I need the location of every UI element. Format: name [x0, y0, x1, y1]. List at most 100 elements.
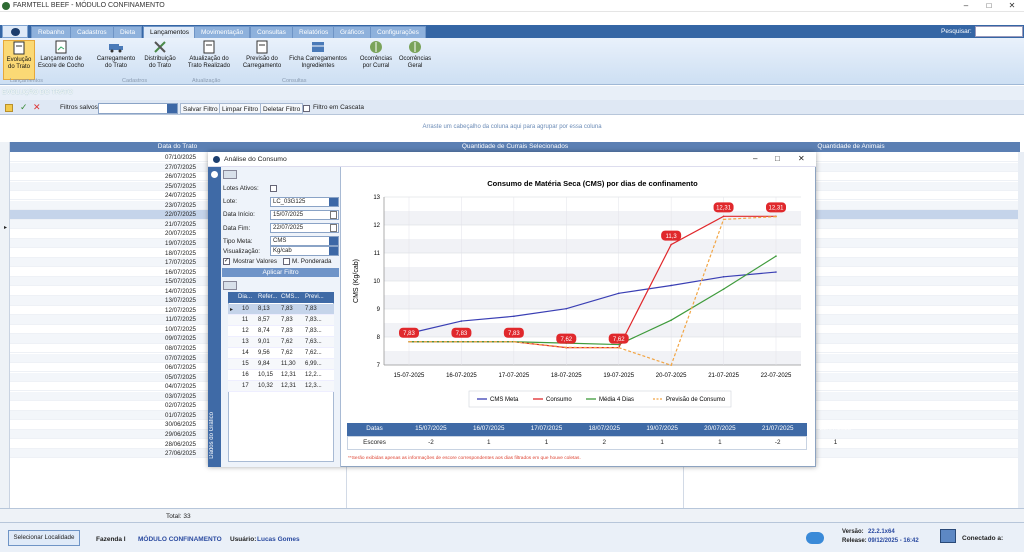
lotes-ativos-checkbox[interactable] [270, 185, 277, 192]
ocorrencias-curral-button[interactable]: Ocorrências por Curral [357, 40, 395, 80]
column-header-data[interactable]: Data do Trato [157, 143, 198, 150]
lancamento-escore-button[interactable]: Lançamento de Escore de Cocho [36, 40, 86, 80]
visualizacao-select[interactable]: Kg/cab [270, 246, 339, 256]
maximize-button[interactable]: □ [986, 1, 992, 10]
table-cell: 25/07/2025 [165, 182, 196, 190]
close-button[interactable]: ✕ [798, 154, 805, 163]
table-cell: 17/07/2025 [165, 259, 196, 267]
mini-grid-header: Dia... Refer... CMS... Previ... [228, 292, 334, 303]
mini-grid-row[interactable]: 17 10,32 12,31 12,3... [228, 381, 334, 392]
app-menu-button[interactable] [2, 25, 28, 38]
data-inicio-field[interactable]: 15/07/2025 [270, 210, 339, 220]
tab-movimentacao[interactable]: Movimentação [194, 26, 251, 38]
select-location-button[interactable]: Selecionar Localidade [8, 530, 80, 546]
tab-rebanho[interactable]: Rebanho [31, 26, 72, 38]
saved-filters-dropdown[interactable] [98, 103, 178, 114]
ribbon-label: Ficha Carregamentos [289, 56, 347, 62]
pin-panel-icon[interactable] [223, 281, 237, 290]
evolucao-trato-button[interactable]: Evolução do Trato [3, 40, 35, 80]
ocorrencias-geral-button[interactable]: Ocorrências Geral [397, 40, 433, 80]
ribbon-label: Lançamento de [40, 56, 82, 62]
mini-grid-cell: 8,74 [258, 328, 270, 334]
group-drop-area[interactable]: Arraste um cabeçalho da coluna aqui para… [0, 115, 1024, 141]
table-cell: 07/07/2025 [165, 354, 196, 362]
mini-grid-row[interactable]: 14 9,56 7,62 7,62... [228, 348, 334, 359]
mini-grid-cell: 7,83... [305, 317, 322, 323]
score-value-cell: 1 [544, 439, 549, 446]
mini-grid-row[interactable]: 15 9,84 11,30 6,99... [228, 359, 334, 370]
minimize-button[interactable]: – [753, 154, 758, 163]
carregamento-trato-button[interactable]: Carregamento do Trato [94, 40, 138, 80]
apply-filter-button[interactable]: Aplicar Filtro [222, 268, 339, 277]
tab-dieta[interactable]: Dieta [113, 26, 143, 38]
mini-grid-row[interactable]: 10 8,13 7,83 7,83 ▸ [228, 304, 334, 315]
cascade-filter-checkbox[interactable] [303, 105, 310, 112]
ribbon-group-label: Consultas [282, 78, 307, 84]
lote-select[interactable]: LC_03G125 [270, 197, 339, 207]
pin-panel-icon[interactable] [223, 170, 237, 179]
mostrar-valores-checkbox[interactable]: ✓ [223, 258, 230, 265]
mini-grid-row[interactable]: 12 8,74 7,83 7,83... [228, 326, 334, 337]
x-tick-label: 16-07-2025 [446, 373, 477, 379]
m-ponderada-checkbox[interactable] [283, 258, 290, 265]
network-computer-icon [940, 529, 956, 543]
clear-filter-button[interactable]: Limpar Filtro [219, 103, 262, 114]
data-inicio-label: Data Início: [223, 211, 255, 218]
legend-label[interactable]: CMS Meta [490, 397, 519, 403]
table-cell: 09/07/2025 [165, 335, 196, 343]
close-button[interactable]: ✕ [1008, 1, 1016, 10]
data-point [408, 340, 410, 343]
tipo-meta-select[interactable]: CMS [270, 236, 339, 246]
column-header-currais[interactable]: Quantidade de Currais Selecionados [461, 143, 569, 150]
y-tick-label: 9 [377, 307, 381, 313]
search-input[interactable] [975, 26, 1023, 37]
mini-col-header[interactable]: Refer... [258, 294, 278, 300]
legend-label[interactable]: Previsão de Consumo [666, 397, 726, 403]
minimize-button[interactable]: – [963, 1, 969, 10]
mini-grid-row[interactable]: 13 9,01 7,62 7,63... [228, 337, 334, 348]
table-cell: 21/07/2025 [165, 220, 196, 228]
tab-consultas[interactable]: Consultas [250, 26, 293, 38]
grid-band [384, 225, 801, 239]
tab-configuracoes[interactable]: Configurações [370, 26, 426, 38]
mini-col-header[interactable]: CMS... [281, 294, 300, 300]
tab-graficos[interactable]: Gráficos [333, 26, 372, 38]
calendar-icon[interactable] [330, 224, 337, 232]
chart-data-sidebar[interactable]: Dados do Gráfico [208, 167, 221, 467]
grid-scrollbar[interactable] [1018, 152, 1024, 508]
distribuicao-trato-button[interactable]: Distribuição do Trato [140, 40, 180, 80]
mini-grid-row[interactable]: 11 8,57 7,83 7,83... [228, 315, 334, 326]
score-table-body [347, 436, 807, 450]
atualizacao-trato-button[interactable]: Atualização do Trato Realizado [184, 40, 234, 80]
data-fim-field[interactable]: 22/07/2025 [270, 223, 339, 233]
save-filter-button[interactable]: Salvar Filtro [180, 103, 221, 114]
legend-label[interactable]: Consumo [546, 397, 572, 403]
maximize-button[interactable]: □ [775, 154, 780, 163]
mini-grid-row[interactable]: 16 10,15 12,31 12,2... [228, 370, 334, 381]
tab-relatorios[interactable]: Relatórios [292, 26, 336, 38]
data-point [513, 340, 515, 343]
x-tick-label: 22-07-2025 [761, 373, 792, 379]
mini-col-header[interactable]: Previ... [305, 294, 324, 300]
ficha-carregamentos-button[interactable]: Ficha Carregamentos Ingredientes [286, 40, 350, 80]
check-icon[interactable]: ✓ [20, 102, 28, 112]
delete-icon[interactable]: ✕ [33, 102, 41, 112]
grid-band [384, 281, 801, 295]
delete-filter-button[interactable]: Deletar Filtro [260, 103, 304, 114]
column-header-animais[interactable]: Quantidade de Animais [817, 143, 885, 150]
pin-icon[interactable] [211, 171, 218, 178]
tab-cadastros[interactable]: Cadastros [70, 26, 114, 38]
data-label: 12,31 [768, 206, 784, 212]
tab-lancamentos[interactable]: Lançamentos [143, 26, 197, 38]
data-point [670, 364, 672, 367]
search-label: Pesquisar: [941, 28, 972, 35]
previsao-carregamento-button[interactable]: Previsão do Carregamento [240, 40, 284, 80]
mini-col-header[interactable]: Dia... [238, 294, 253, 300]
score-header-cell: 22/07/2025 [819, 425, 852, 432]
mini-grid-cell: 12,3... [305, 383, 322, 389]
calendar-icon[interactable] [330, 211, 337, 219]
new-icon[interactable] [5, 104, 13, 112]
legend-label[interactable]: Média 4 Dias [599, 397, 634, 403]
grid-band [384, 197, 801, 211]
data-point [565, 307, 568, 310]
